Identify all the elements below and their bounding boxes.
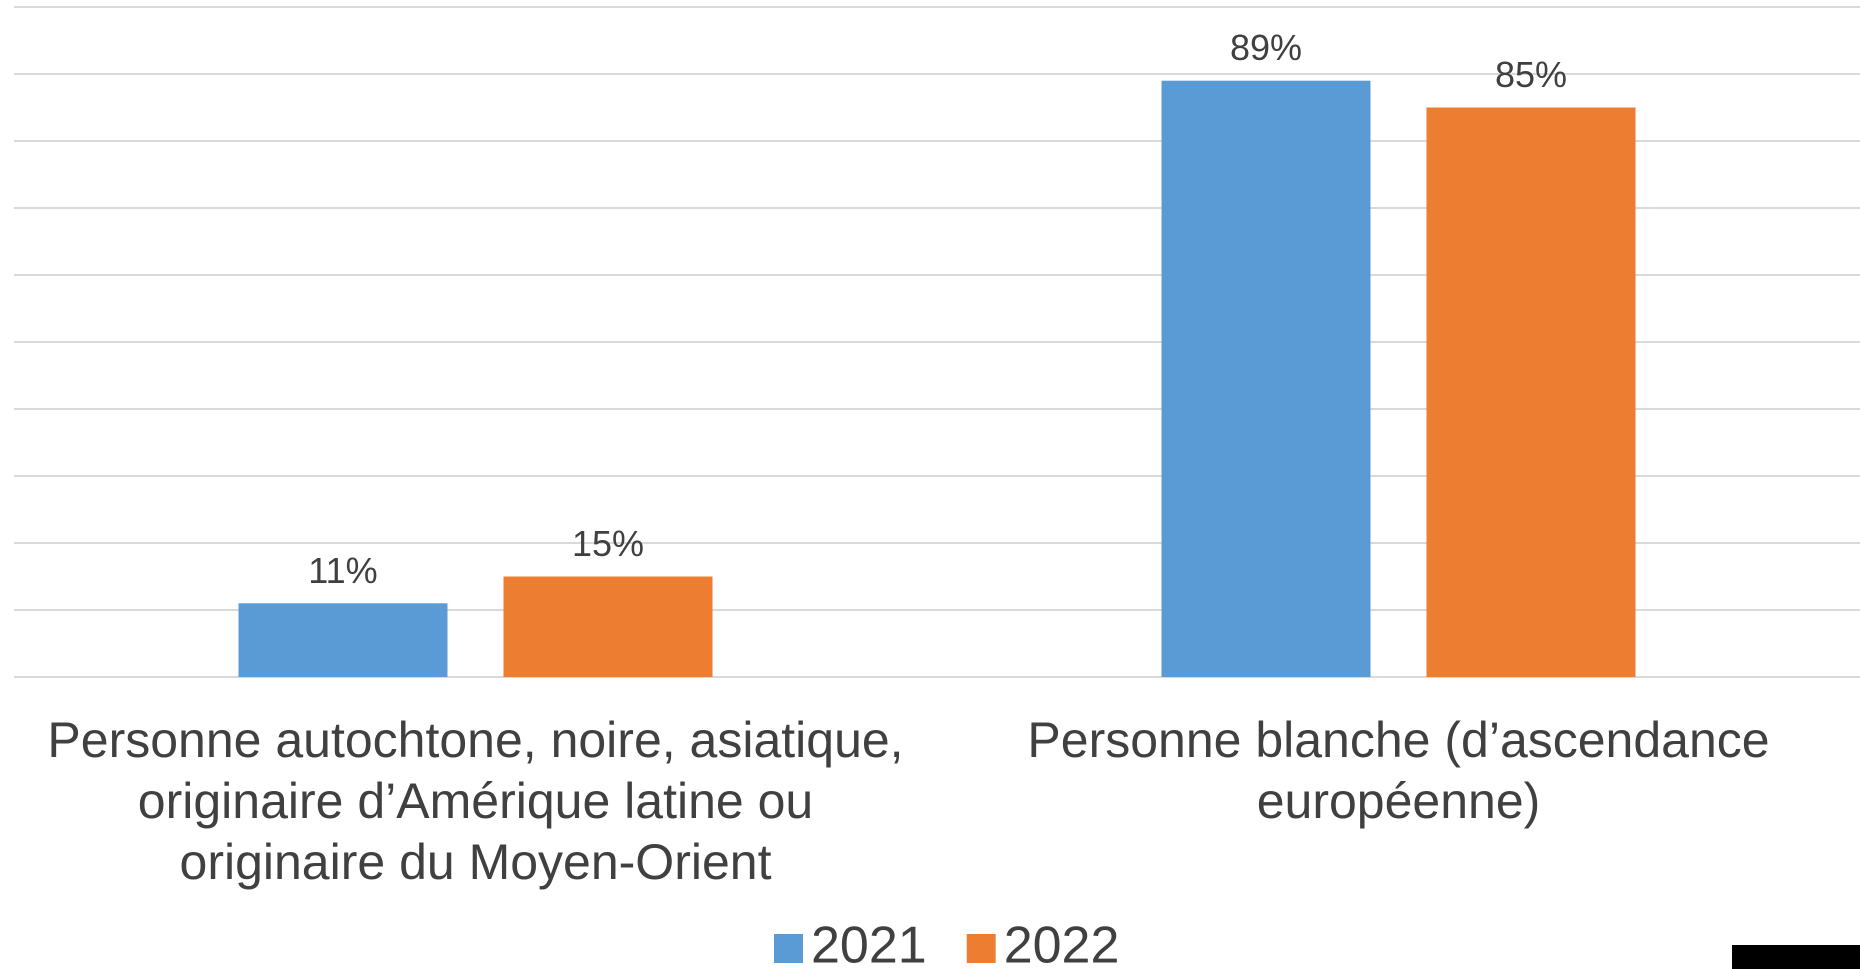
- x-tick-label: Personne autochtone, noire, asiatique, o…: [47, 712, 904, 890]
- data-label: 15%: [572, 523, 644, 564]
- data-label: 85%: [1495, 54, 1567, 95]
- legend-label: 2021: [811, 917, 927, 969]
- corner-block: [1732, 945, 1860, 969]
- legend-swatch: [774, 934, 803, 963]
- bar: [238, 603, 448, 677]
- data-label: 89%: [1230, 27, 1302, 68]
- data-label: 11%: [308, 550, 377, 591]
- x-tick-label: Personne blanche (d’ascendance européenn…: [1027, 712, 1770, 829]
- legend-swatch: [966, 934, 996, 963]
- bar: [1161, 80, 1371, 677]
- bar: [1426, 107, 1636, 677]
- bar: [503, 576, 713, 677]
- legend-label: 2022: [1004, 917, 1120, 969]
